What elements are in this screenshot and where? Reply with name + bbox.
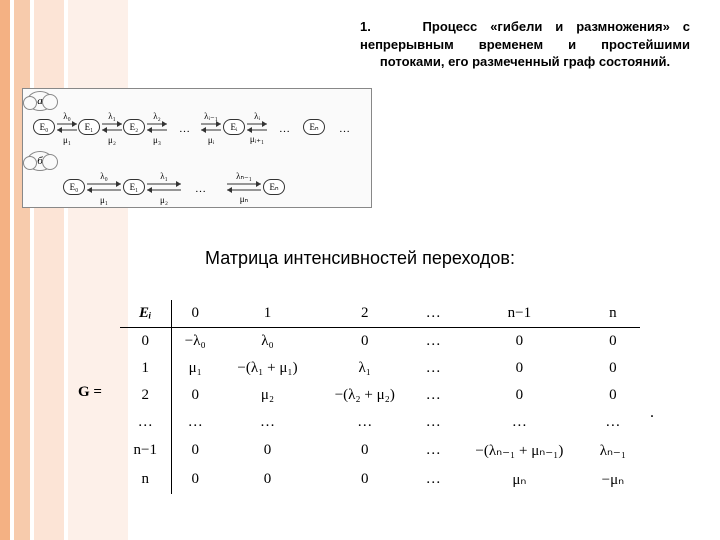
transition-arrows: λᵢ₋₁μᵢ (201, 113, 221, 141)
matrix-row-header: 2 (120, 382, 171, 409)
matrix-row-header: 1 (120, 355, 171, 382)
state-node: E₀ (63, 179, 85, 195)
matrix-cell: … (453, 409, 586, 436)
arrow-bot-label: μ₂ (147, 195, 181, 205)
matrix-cell: −μₙ (586, 465, 640, 494)
ellipsis: … (279, 123, 290, 135)
matrix-row-header: n (120, 465, 171, 494)
matrix-cell: … (413, 409, 453, 436)
transition-arrows: λ₀μ₁ (87, 173, 121, 201)
matrix-col-header: 2 (316, 300, 413, 328)
matrix-cell: 0 (453, 355, 586, 382)
transition-arrows: λ₁μ₂ (147, 173, 181, 201)
matrix-cell: … (413, 436, 453, 465)
row-label-a: a (27, 91, 53, 111)
matrix-row-header: 0 (120, 328, 171, 356)
matrix-cell: … (413, 355, 453, 382)
matrix-cell: −λ₀ (171, 328, 219, 356)
transition-matrix: G = Eᵢ012…n−1n0−λ₀λ₀0…001μ₁−(λ₁ + μ₁)λ₁…… (120, 300, 640, 494)
state-node: Eᵢ (223, 119, 245, 135)
ellipsis: … (339, 123, 350, 135)
diagram-row-b: б E₀ E₁ Eₙ λ₀μ₁ λ₁μ₂ λₙ₋₁μₙ … (23, 149, 371, 209)
arrow-bot-label: μ₁ (87, 195, 121, 205)
matrix-cell: 0 (219, 436, 316, 465)
transition-arrows: λ₀μ₁ (57, 113, 77, 141)
diagram-row-a: a E₀ E₁ E₂ Eᵢ Eₙ λ₀μ₁ λ₁μ₂ λ₂μ₃ λᵢ₋₁μᵢ λᵢμᵢ₊₁ … … … (23, 89, 371, 149)
state-graph-diagram: a E₀E₁E₂EᵢEₙλ₀μ₁λ₁μ₂λ₂μ₃λᵢ₋₁μᵢλᵢμᵢ₊₁……… … (22, 88, 372, 208)
matrix-table: Eᵢ012…n−1n0−λ₀λ₀0…001μ₁−(λ₁ + μ₁)λ₁…0020… (120, 300, 640, 494)
transition-arrows: λᵢμᵢ₊₁ (247, 113, 267, 141)
matrix-cell: 0 (316, 328, 413, 356)
matrix-label: G = (78, 384, 102, 401)
matrix-cell: λ₁ (316, 355, 413, 382)
state-node: E₂ (123, 119, 145, 135)
matrix-cell: 0 (171, 436, 219, 465)
matrix-cell: … (413, 328, 453, 356)
matrix-cell: … (413, 465, 453, 494)
matrix-cell: 0 (316, 465, 413, 494)
matrix-cell: 0 (219, 465, 316, 494)
matrix-subtitle: Матрица интенсивностей переходов: (0, 248, 720, 269)
bg-stripe (14, 0, 30, 540)
matrix-cell: 0 (586, 382, 640, 409)
matrix-col-header: n (586, 300, 640, 328)
page-title: 1. Процесс «гибели и размножения» с непр… (360, 18, 690, 71)
bg-stripe (68, 0, 128, 540)
arrow-bot-label: μₙ (227, 194, 261, 205)
matrix-cell: μ₁ (171, 355, 219, 382)
matrix-cell: … (413, 382, 453, 409)
matrix-cell: μ₂ (219, 382, 316, 409)
matrix-cell: 0 (171, 382, 219, 409)
matrix-cell: 0 (453, 382, 586, 409)
arrow-bot-label: μ₃ (147, 135, 167, 145)
matrix-cell: −(λₙ₋₁ + μₙ₋₁) (453, 436, 586, 465)
state-node: Eₙ (303, 119, 325, 135)
arrow-bot-label: μ₂ (102, 135, 122, 145)
matrix-period: . (650, 404, 654, 422)
matrix-col-header: 0 (171, 300, 219, 328)
matrix-col-header: … (413, 300, 453, 328)
matrix-cell: λₙ₋₁ (586, 436, 640, 465)
matrix-cell: … (316, 409, 413, 436)
matrix-col-header: 1 (219, 300, 316, 328)
state-node: E₀ (33, 119, 55, 135)
matrix-cell: λ₀ (219, 328, 316, 356)
matrix-row-header: n−1 (120, 436, 171, 465)
transition-arrows: λ₁μ₂ (102, 113, 122, 141)
transition-arrows: λ₂μ₃ (147, 113, 167, 141)
matrix-cell: … (219, 409, 316, 436)
matrix-cell: 0 (586, 355, 640, 382)
transition-arrows: λₙ₋₁μₙ (227, 173, 261, 201)
matrix-cell: … (586, 409, 640, 436)
matrix-cell: 0 (316, 436, 413, 465)
matrix-cell: 0 (171, 465, 219, 494)
arrow-bot-label: μᵢ₊₁ (247, 134, 267, 145)
matrix-cell: 0 (453, 328, 586, 356)
matrix-row-header: … (120, 409, 171, 436)
row-label-b: б (27, 151, 53, 171)
matrix-cell: 0 (586, 328, 640, 356)
state-node: E₁ (78, 119, 100, 135)
matrix-cell: μₙ (453, 465, 586, 494)
title-text: Процесс «гибели и размножения» с непреры… (360, 19, 690, 69)
title-number: 1. (360, 19, 371, 34)
arrow-bot-label: μᵢ (201, 135, 221, 145)
state-node: E₁ (123, 179, 145, 195)
matrix-col-header: n−1 (453, 300, 586, 328)
state-node: Eₙ (263, 179, 285, 195)
matrix-cell: … (171, 409, 219, 436)
matrix-cell: −(λ₁ + μ₁) (219, 355, 316, 382)
arrow-bot-label: μ₁ (57, 135, 77, 145)
bg-stripe (0, 0, 10, 540)
ellipsis: … (195, 183, 206, 195)
matrix-corner: Eᵢ (120, 300, 171, 328)
matrix-cell: −(λ₂ + μ₂) (316, 382, 413, 409)
bg-stripe (34, 0, 64, 540)
ellipsis: … (179, 123, 190, 135)
